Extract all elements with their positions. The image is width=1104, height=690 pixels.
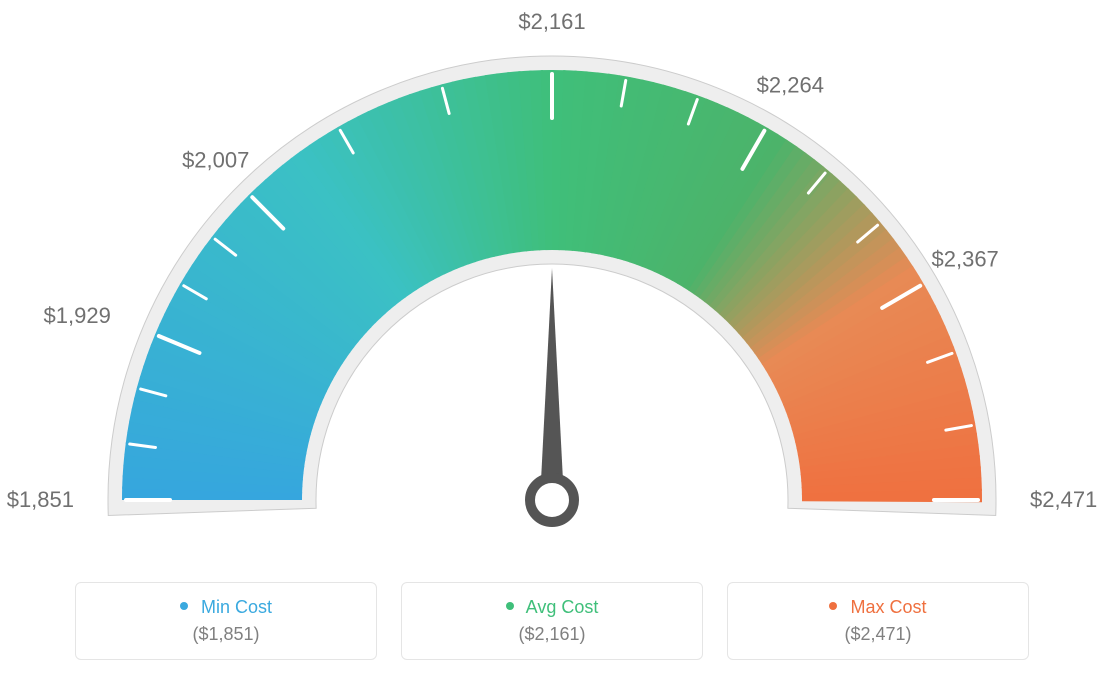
svg-text:$2,367: $2,367 — [932, 247, 999, 272]
legend-title-avg: Avg Cost — [402, 597, 702, 618]
legend-value-min: ($1,851) — [76, 624, 376, 645]
legend-row: Min Cost ($1,851) Avg Cost ($2,161) Max … — [0, 582, 1104, 660]
dot-icon — [180, 602, 188, 610]
svg-text:$1,929: $1,929 — [44, 303, 111, 328]
legend-title-text: Min Cost — [201, 597, 272, 617]
legend-card-min: Min Cost ($1,851) — [75, 582, 377, 660]
dot-icon — [506, 602, 514, 610]
svg-text:$2,161: $2,161 — [518, 9, 585, 34]
legend-card-max: Max Cost ($2,471) — [727, 582, 1029, 660]
legend-title-min: Min Cost — [76, 597, 376, 618]
legend-value-avg: ($2,161) — [402, 624, 702, 645]
legend-title-text: Avg Cost — [526, 597, 599, 617]
chart-container: $1,851 $1,929 $2,007 $2,161 $2,264 $2,367 $2,4… — [0, 0, 1104, 690]
legend-card-avg: Avg Cost ($2,161) — [401, 582, 703, 660]
svg-text:$2,471: $2,471 — [1030, 487, 1097, 512]
svg-text:$2,264: $2,264 — [757, 73, 824, 98]
legend-title-max: Max Cost — [728, 597, 1028, 618]
svg-text:$1,851: $1,851 — [7, 487, 74, 512]
gauge-chart: $1,851 $1,929 $2,007 $2,161 $2,264 $2,367 $2,4… — [0, 0, 1104, 560]
legend-title-text: Max Cost — [850, 597, 926, 617]
svg-text:$2,007: $2,007 — [182, 147, 249, 172]
legend-value-max: ($2,471) — [728, 624, 1028, 645]
dot-icon — [829, 602, 837, 610]
